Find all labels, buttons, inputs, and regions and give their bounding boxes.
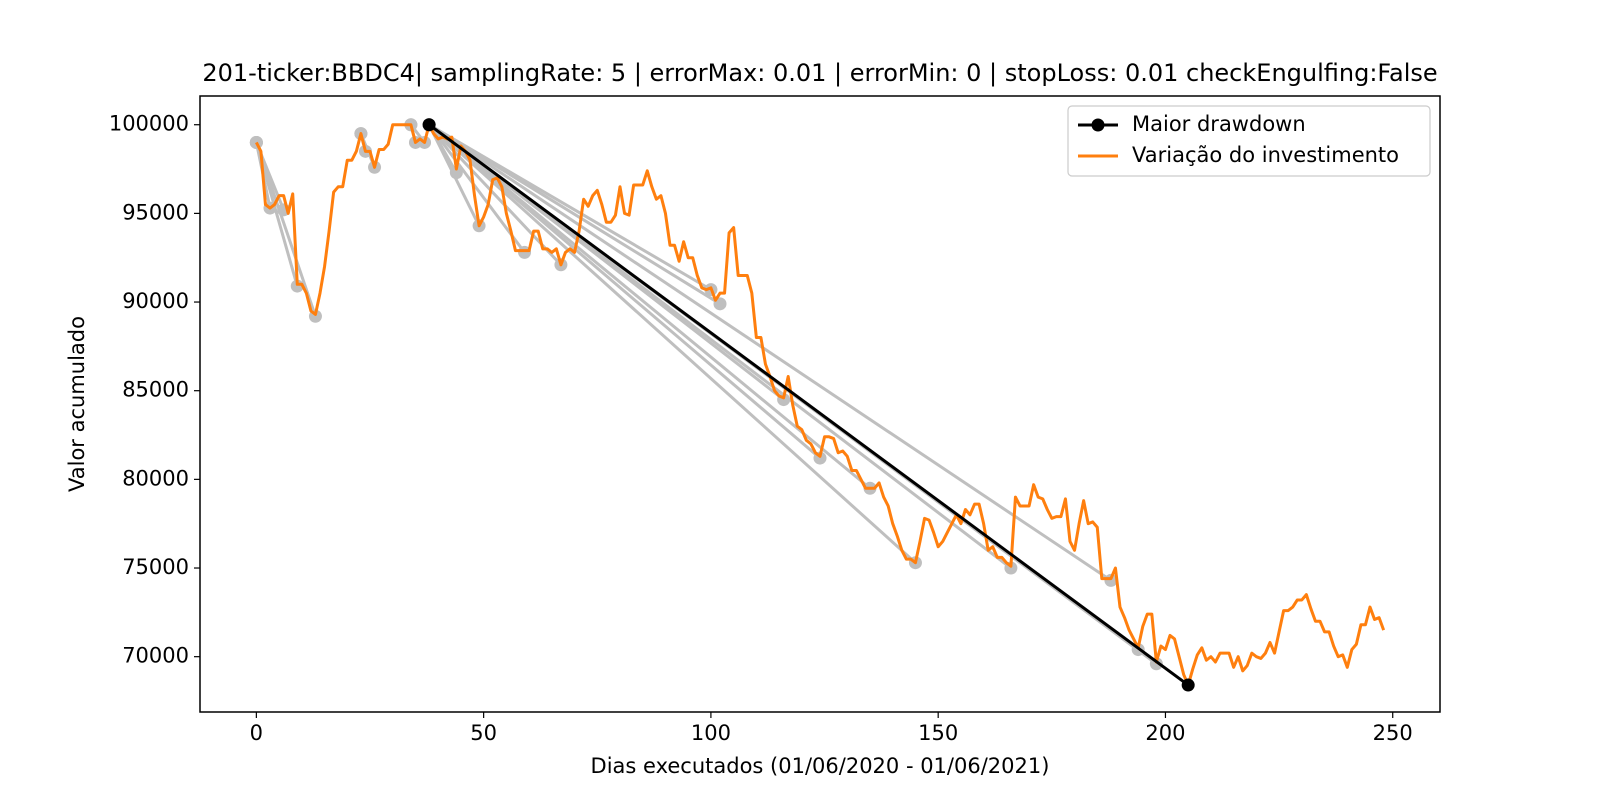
x-tick-label: 200 [1145, 721, 1185, 745]
plot-frame [199, 95, 1441, 713]
x-axis-label: Dias executados (01/06/2020 - 01/06/2021… [591, 754, 1050, 778]
x-tick-label: 50 [470, 721, 497, 745]
y-tick-label: 85000 [122, 378, 189, 402]
legend-label: Maior drawdown [1132, 112, 1306, 136]
x-tick-label: 0 [250, 721, 263, 745]
drawdown-segment [428, 123, 917, 564]
chart-title: 201-ticker:BBDC4| samplingRate: 5 | erro… [202, 59, 1437, 87]
y-axis-label: Valor acumulado [65, 316, 89, 492]
legend-label: Variação do investimento [1132, 143, 1399, 167]
y-tick-label: 100000 [109, 112, 189, 136]
drawdown-segment-marker [249, 135, 263, 149]
series-line [428, 123, 1190, 687]
y-tick-label: 70000 [122, 644, 189, 668]
x-tick-label: 150 [918, 721, 958, 745]
y-tick-label: 75000 [122, 555, 189, 579]
y-tick-label: 90000 [122, 289, 189, 313]
drawdown-segment [428, 123, 721, 306]
x-tick-label: 100 [691, 721, 731, 745]
y-tick-label: 95000 [122, 200, 189, 224]
drawdown-segment [427, 123, 563, 266]
drawdown-segment [428, 123, 1012, 570]
x-tick-label: 250 [1373, 721, 1413, 745]
drawdown-segment [428, 123, 1112, 582]
drawdown-segment [254, 141, 317, 317]
series-line [255, 123, 1386, 687]
drawdown-segment [427, 124, 481, 227]
series-line-marker [422, 118, 436, 132]
series-line-marker [1181, 678, 1195, 692]
legend-box [1067, 105, 1431, 177]
drawdown-segment [427, 123, 526, 254]
legend-marker [1091, 118, 1105, 132]
y-tick-label: 80000 [122, 466, 189, 490]
